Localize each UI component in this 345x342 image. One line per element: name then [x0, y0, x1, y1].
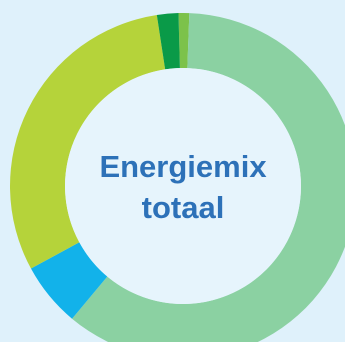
chart-title-line-2: totaal [142, 190, 225, 225]
donut-slice-5 [156, 13, 180, 70]
donut-slice-3 [30, 242, 108, 319]
donut-slice-2 [72, 13, 345, 342]
donut-slice-4 [10, 14, 166, 269]
chart-title-line-1: Energiemix [99, 149, 267, 184]
donut-slices [10, 13, 345, 342]
donut-slice-1 [178, 13, 190, 69]
donut-hole [65, 68, 301, 304]
